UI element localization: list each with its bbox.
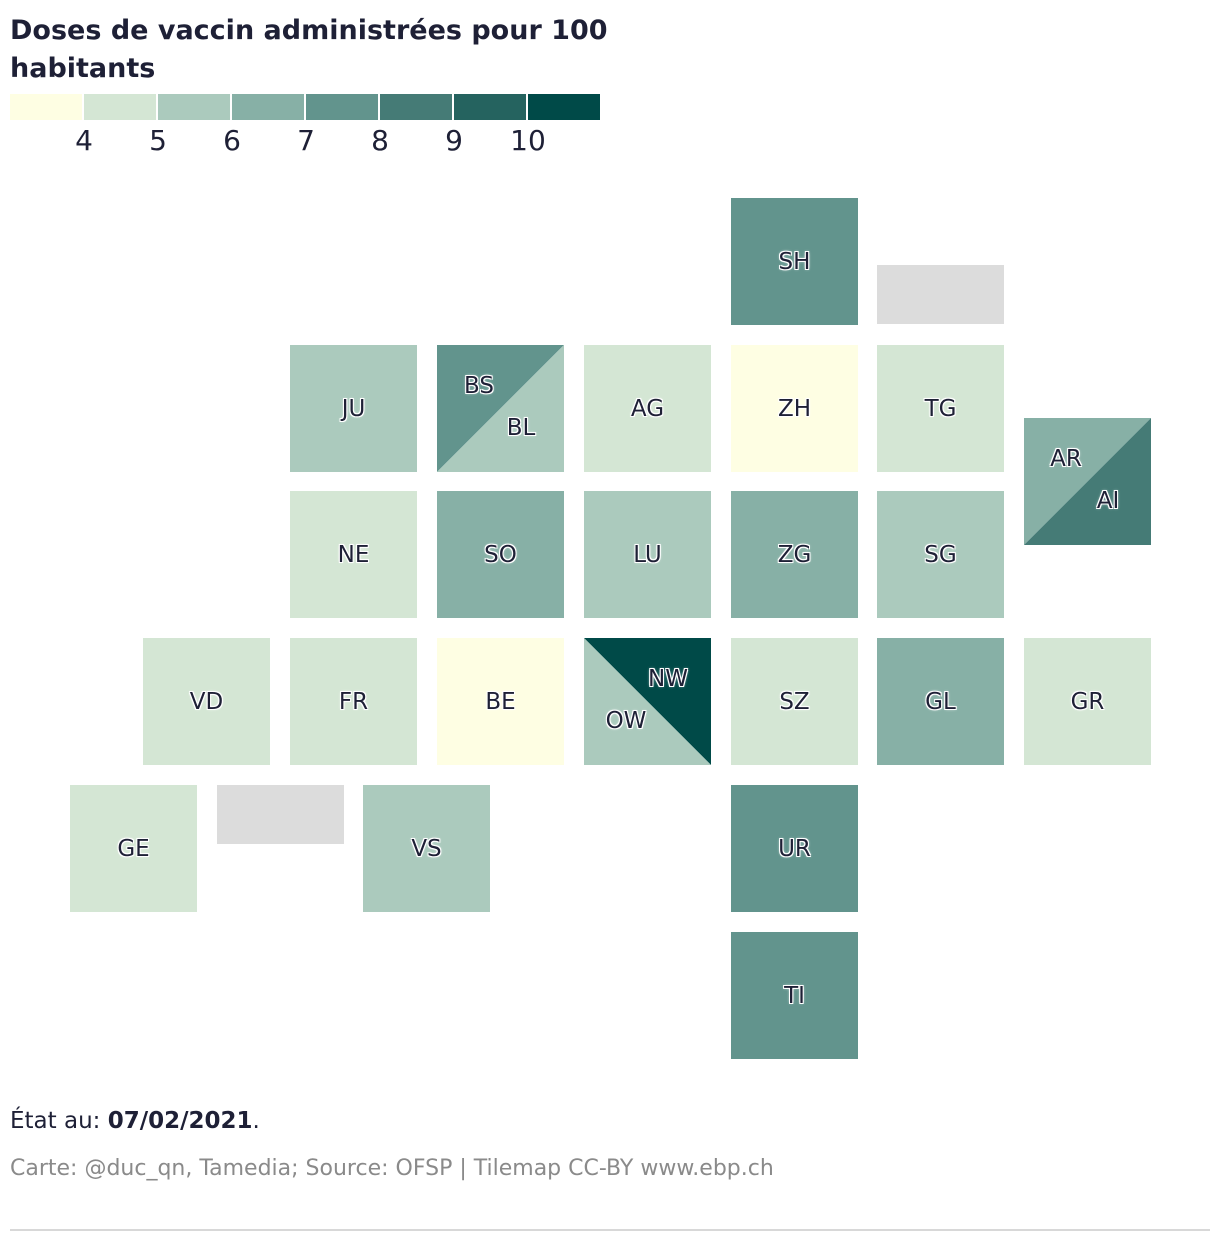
canton-label-nw: NW bbox=[648, 666, 688, 692]
canton-label-sz: SZ bbox=[779, 688, 810, 715]
canton-label-bl: BL bbox=[506, 415, 536, 441]
canton-label-sg: SG bbox=[924, 541, 957, 568]
canton-tile-sh[interactable]: SH bbox=[731, 198, 858, 325]
legend-bin bbox=[10, 94, 82, 120]
canton-label-lu: LU bbox=[633, 541, 662, 568]
canton-label-zg: ZG bbox=[777, 541, 812, 568]
canton-label-gl: GL bbox=[925, 688, 956, 715]
canton-tile-lu[interactable]: LU bbox=[584, 491, 711, 618]
data-date: État au: 07/02/2021. bbox=[10, 1108, 260, 1134]
legend-tick-label: 10 bbox=[510, 124, 546, 157]
canton-label-vs: VS bbox=[411, 835, 442, 862]
legend-bin bbox=[528, 94, 600, 120]
canton-tile-zh[interactable]: ZH bbox=[731, 345, 858, 472]
source-credit: Carte: @duc_qn, Tamedia; Source: OFSP | … bbox=[10, 1156, 774, 1181]
legend-tick-label: 7 bbox=[297, 124, 315, 157]
canton-label-ow: OW bbox=[605, 708, 647, 734]
data-date-prefix: État au: bbox=[10, 1108, 108, 1134]
canton-label-ai: AI bbox=[1096, 488, 1120, 514]
canton-label-bs: BS bbox=[464, 373, 494, 399]
legend-tick-label: 4 bbox=[75, 124, 93, 157]
canton-label-ar: AR bbox=[1050, 446, 1082, 472]
canton-label-be: BE bbox=[485, 688, 516, 715]
canton-label-tg: TG bbox=[924, 395, 957, 422]
canton-area-ai[interactable] bbox=[1024, 418, 1151, 545]
canton-tile-zg[interactable]: ZG bbox=[731, 491, 858, 618]
legend-tick-label: 9 bbox=[445, 124, 463, 157]
canton-tile-nw-ow[interactable]: NW OW bbox=[584, 638, 711, 765]
canton-tile-sz[interactable]: SZ bbox=[731, 638, 858, 765]
legend-bin bbox=[380, 94, 452, 120]
canton-tile-be[interactable]: BE bbox=[437, 638, 564, 765]
canton-area-bl[interactable] bbox=[437, 345, 564, 472]
canton-label-ju: JU bbox=[341, 395, 366, 422]
canton-tile-fr[interactable]: FR bbox=[290, 638, 417, 765]
canton-label-vd: VD bbox=[189, 688, 224, 715]
footer-divider bbox=[10, 1229, 1210, 1231]
canton-label-zh: ZH bbox=[777, 395, 812, 422]
canton-label-ti: TI bbox=[784, 982, 805, 1009]
canton-tile-ar-ai[interactable]: AR AI bbox=[1024, 418, 1151, 545]
map-title: Doses de vaccin administrées pour 100 ha… bbox=[10, 15, 608, 84]
canton-tile-ge[interactable]: GE bbox=[70, 785, 197, 912]
canton-label-ne: NE bbox=[337, 541, 370, 568]
canton-label-so: SO bbox=[484, 541, 517, 568]
data-date-suffix: . bbox=[252, 1108, 260, 1134]
legend-tick-label: 8 bbox=[371, 124, 389, 157]
canton-tile-vs[interactable]: VS bbox=[363, 785, 490, 912]
canton-tile-tg[interactable]: TG bbox=[877, 345, 1004, 472]
legend-bin bbox=[454, 94, 526, 120]
canton-label-ur: UR bbox=[778, 835, 811, 862]
canton-tile-ti[interactable]: TI bbox=[731, 932, 858, 1059]
canton-tile-gr[interactable]: GR bbox=[1024, 638, 1151, 765]
lake-geneva bbox=[217, 785, 344, 844]
data-date-value: 07/02/2021 bbox=[107, 1108, 253, 1134]
canton-tile-gl[interactable]: GL bbox=[877, 638, 1004, 765]
canton-tile-ur[interactable]: UR bbox=[731, 785, 858, 912]
legend-tick-label: 6 bbox=[223, 124, 241, 157]
canton-tile-so[interactable]: SO bbox=[437, 491, 564, 618]
legend-bin bbox=[84, 94, 156, 120]
canton-label-sh: SH bbox=[778, 248, 811, 275]
lake-constance bbox=[877, 265, 1004, 324]
canton-tilemap: SH JU AG ZH TG NE SO LU ZG SG VD FR BE SZ GL GR GE VS UR TI… bbox=[70, 198, 1151, 1059]
canton-label-fr: FR bbox=[338, 688, 369, 715]
canton-label-ag: AG bbox=[630, 395, 665, 422]
canton-tile-vd[interactable]: VD bbox=[143, 638, 270, 765]
canton-tile-sg[interactable]: SG bbox=[877, 491, 1004, 618]
canton-label-gr: GR bbox=[1070, 688, 1105, 715]
legend-bin bbox=[306, 94, 378, 120]
canton-tile-ag[interactable]: AG bbox=[584, 345, 711, 472]
canton-tile-ju[interactable]: JU bbox=[290, 345, 417, 472]
legend-tick-label: 5 bbox=[149, 124, 167, 157]
color-legend: 4 5 6 7 8 9 10 bbox=[10, 94, 602, 164]
canton-tile-bs-bl[interactable]: BS BL bbox=[437, 345, 564, 472]
canton-tile-ne[interactable]: NE bbox=[290, 491, 417, 618]
canton-area-ow[interactable] bbox=[584, 638, 711, 765]
canton-label-ge: GE bbox=[117, 835, 150, 862]
legend-bin bbox=[158, 94, 230, 120]
legend-bin bbox=[232, 94, 304, 120]
